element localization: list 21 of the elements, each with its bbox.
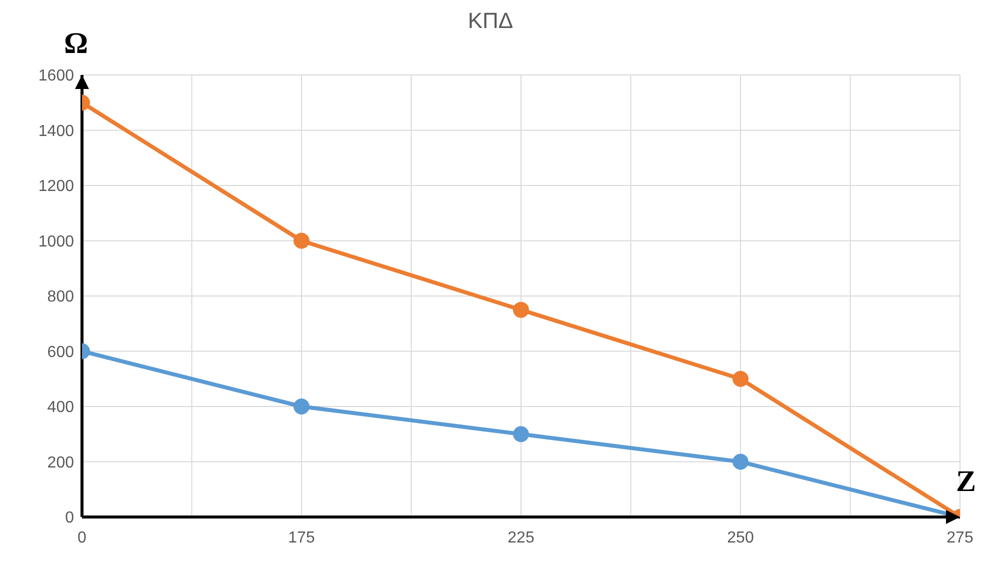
- y-tick-label: 400: [47, 399, 74, 416]
- point: [732, 454, 748, 470]
- y-tick-label: 1200: [38, 178, 74, 196]
- y-tick-label: 1000: [38, 233, 74, 250]
- y-tick-label: 1400: [38, 122, 74, 140]
- y-tick-label: 600: [47, 344, 74, 361]
- x-tick-label: 275: [946, 529, 974, 546]
- chart-title: ΚΠΔ: [468, 8, 514, 33]
- x-tick-label: 0: [78, 529, 87, 546]
- y-tick-label: 1600: [38, 68, 74, 85]
- x-axis-title: Z: [956, 465, 976, 499]
- point: [513, 426, 529, 442]
- y-tick-label: 0: [65, 510, 74, 527]
- y-tick-label: 800: [47, 288, 74, 306]
- x-tick-label: 250: [727, 529, 754, 546]
- y-tick-label: 200: [47, 454, 74, 472]
- y-axis-title: Ω: [64, 27, 88, 61]
- point: [732, 370, 748, 387]
- x-tick-label: 175: [288, 529, 315, 546]
- point: [513, 302, 529, 318]
- x-tick-label: 225: [508, 529, 534, 546]
